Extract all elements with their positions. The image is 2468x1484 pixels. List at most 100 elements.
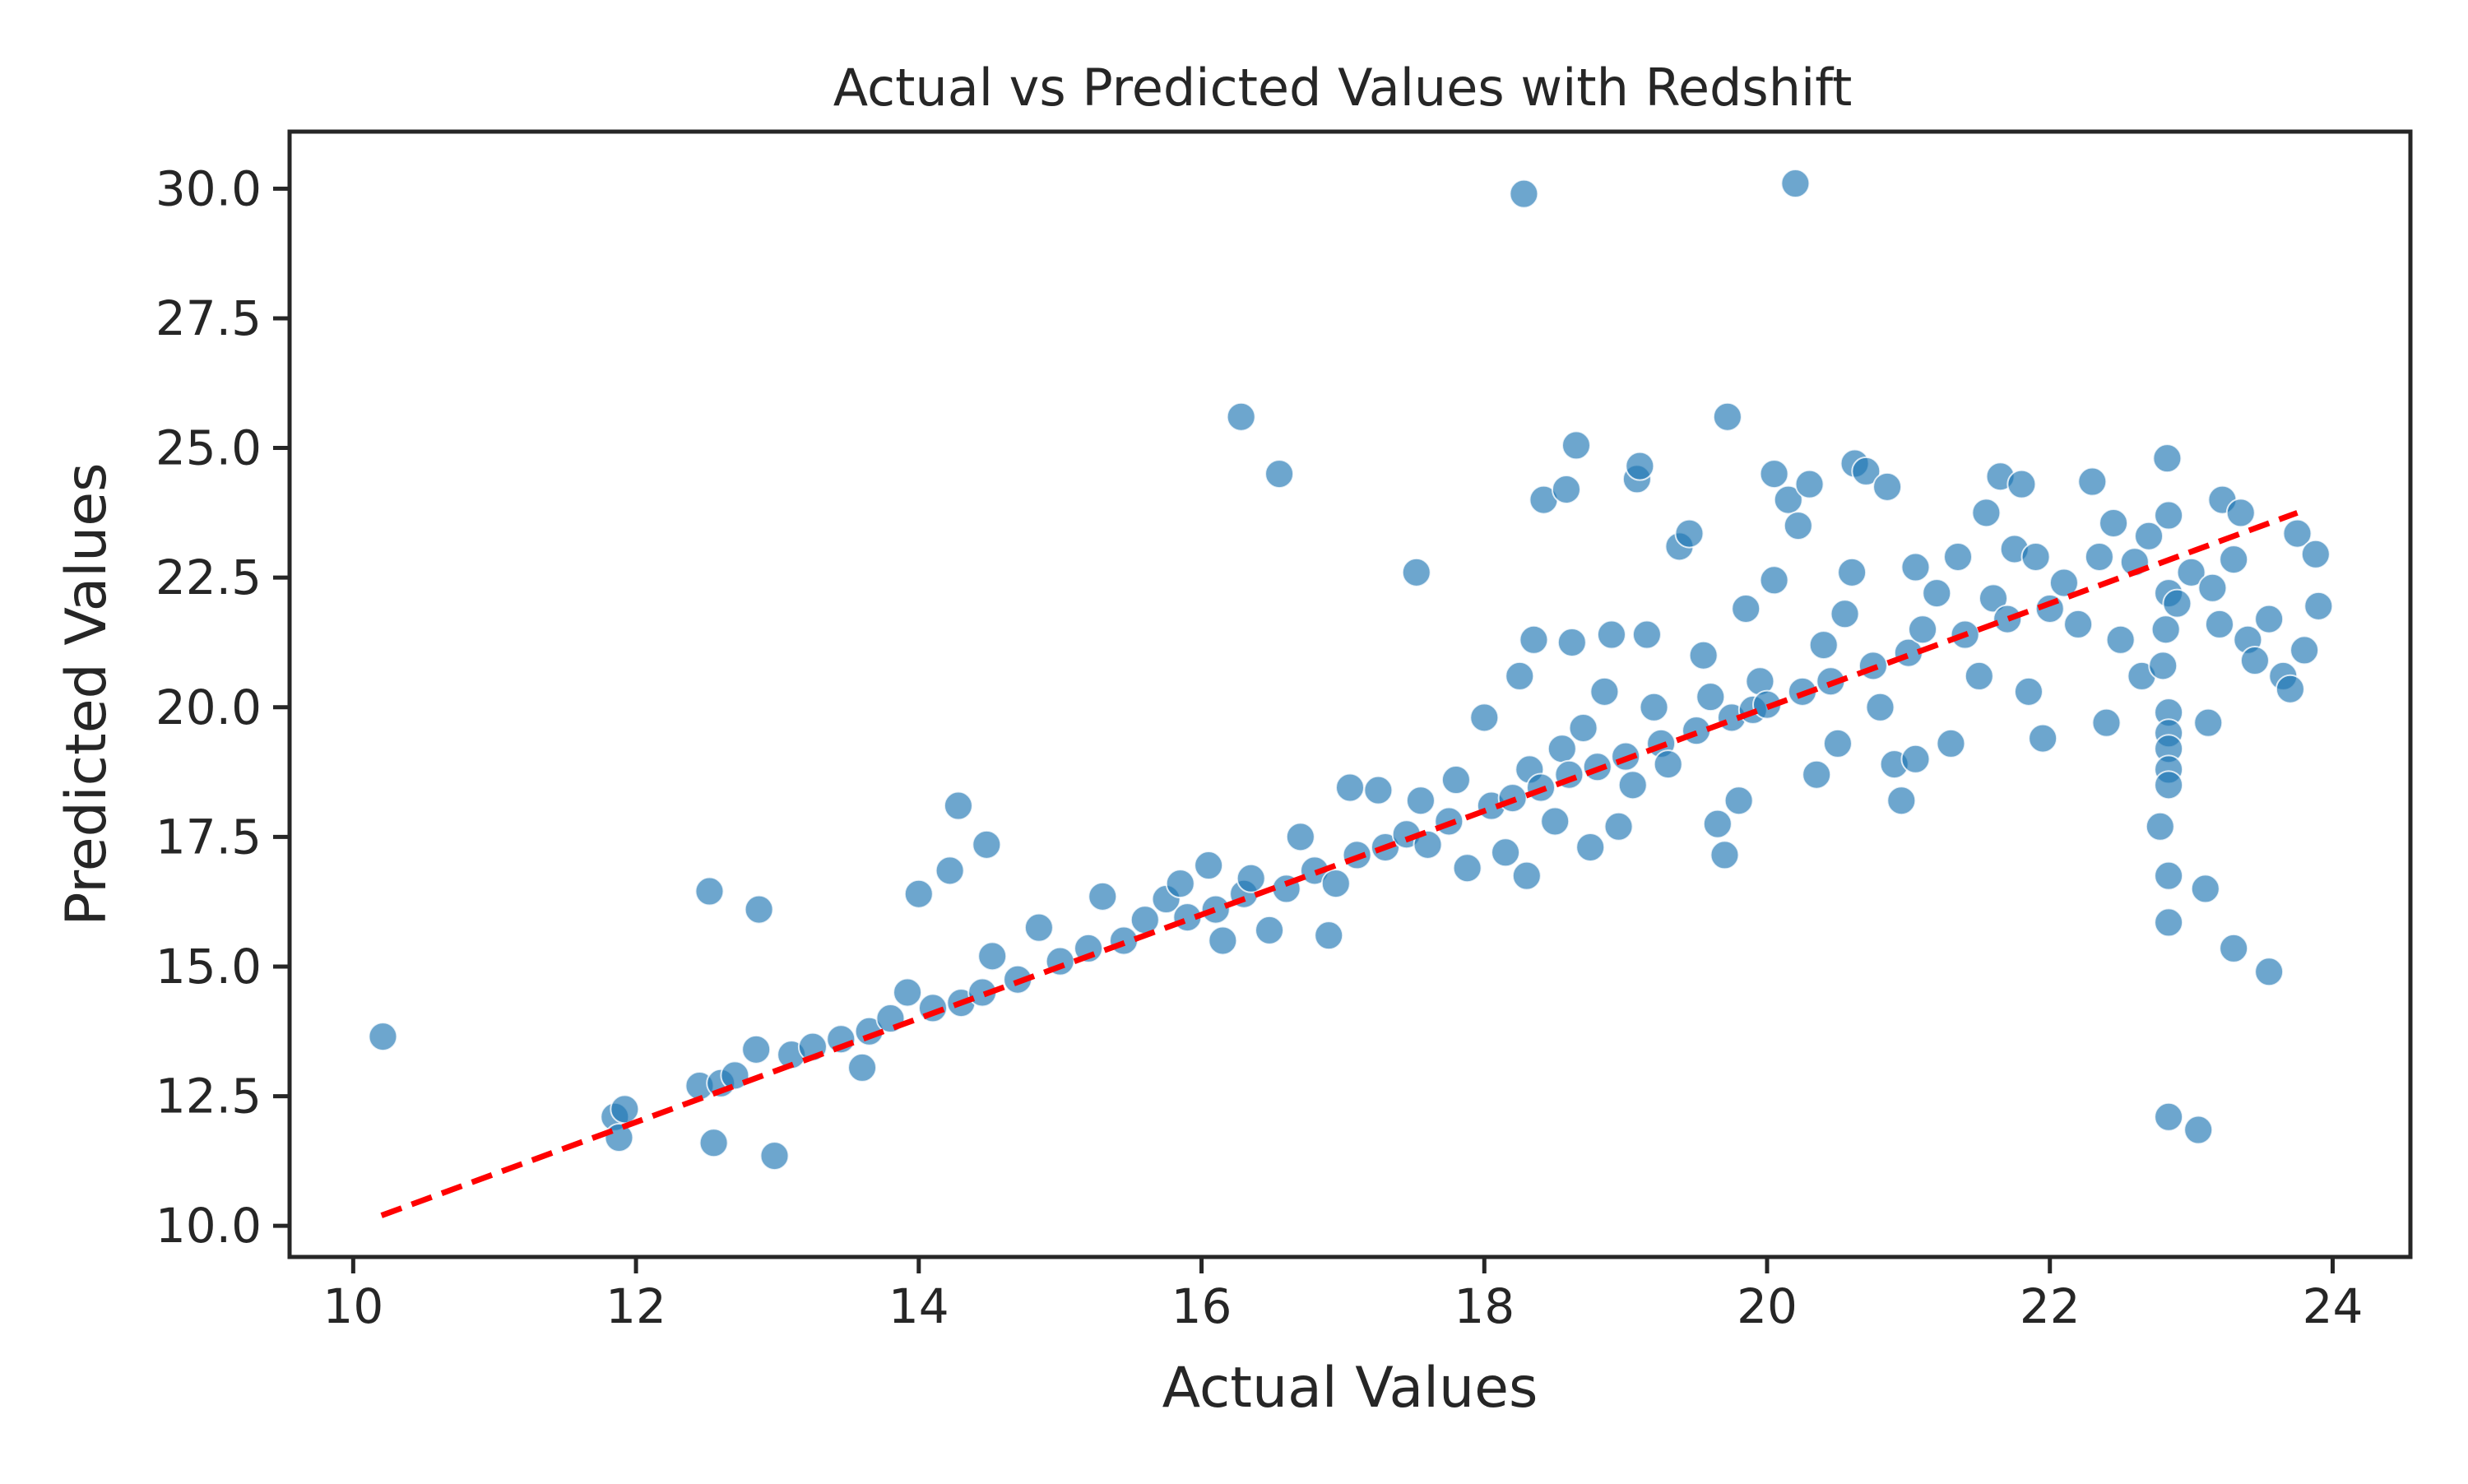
data-point [2006, 469, 2037, 499]
data-point [1440, 765, 1471, 795]
data-point [1971, 498, 2002, 528]
data-point [1865, 692, 1895, 722]
data-point [2239, 646, 2270, 676]
y-tick-label: 10.0 [155, 1198, 262, 1254]
data-point [1208, 925, 1238, 956]
data-point [1413, 829, 1443, 860]
x-tick-label: 20 [1737, 1278, 1798, 1334]
data-point [694, 876, 725, 907]
data-point [1575, 832, 1606, 862]
data-point [1872, 471, 1903, 502]
data-point [1236, 863, 1266, 893]
data-point [2219, 933, 2249, 963]
data-point [1702, 809, 1733, 839]
data-point [2154, 860, 2184, 891]
data-point [744, 894, 774, 925]
data-point [2077, 466, 2108, 497]
data-point [1731, 593, 1761, 624]
data-point [1264, 459, 1295, 489]
data-point [1688, 640, 1719, 670]
data-point [1194, 851, 1224, 881]
data-point [2020, 541, 2051, 572]
data-point [1943, 541, 1974, 572]
data-point [903, 879, 934, 909]
data-point [1314, 921, 1344, 951]
data-point [2162, 588, 2192, 619]
data-point [2303, 591, 2334, 621]
data-point [1547, 734, 1577, 764]
x-tick-label: 22 [2020, 1278, 2081, 1334]
data-point [1401, 557, 1431, 587]
data-point [1783, 511, 1813, 541]
data-point [893, 977, 923, 1008]
data-point [1773, 485, 1803, 515]
x-tick-label: 16 [1171, 1278, 1232, 1334]
data-point [1320, 869, 1351, 899]
data-point [2150, 614, 2181, 645]
data-point [2148, 651, 2178, 681]
data-point [1674, 518, 1705, 549]
data-point [741, 1034, 772, 1064]
data-point [1405, 786, 1436, 816]
data-point [1165, 869, 1195, 899]
x-tick-label: 18 [1454, 1278, 1515, 1334]
data-point [943, 791, 973, 821]
data-point [2154, 907, 2184, 938]
data-point [2028, 723, 2058, 754]
data-point [1551, 474, 1581, 504]
data-point [1596, 619, 1626, 650]
data-point [2219, 545, 2249, 575]
data-point [1561, 430, 1591, 461]
data-point [1452, 853, 1482, 883]
data-point [1808, 630, 1839, 661]
data-point [2013, 676, 2044, 707]
data-point [2254, 957, 2285, 987]
y-tick-label: 22.5 [155, 550, 262, 605]
data-point [1759, 565, 1789, 596]
data-point [1519, 624, 1549, 655]
data-point [2154, 1101, 2184, 1132]
data-point [1509, 179, 1539, 209]
y-tick-label: 20.0 [155, 679, 262, 735]
y-tick-label: 12.5 [155, 1069, 262, 1125]
data-point [2154, 770, 2184, 800]
data-point [1631, 619, 1662, 650]
data-point [720, 1060, 750, 1091]
data-point [935, 856, 965, 886]
data-point [972, 829, 1002, 860]
data-point [604, 1123, 634, 1153]
y-tick-label: 27.5 [155, 290, 262, 346]
data-point [1759, 459, 1789, 489]
data-point [1617, 770, 1648, 800]
data-point [1830, 599, 1860, 629]
data-point [1794, 469, 1825, 499]
x-axis-label: Actual Values [1162, 1356, 1538, 1421]
data-point [2275, 674, 2305, 704]
data-point [2254, 604, 2285, 634]
data-point [2225, 498, 2256, 528]
data-point [1922, 578, 1952, 609]
x-tick-label: 14 [888, 1278, 949, 1334]
data-point [2204, 609, 2234, 639]
data-point [1255, 915, 1285, 945]
data-point [1780, 169, 1811, 199]
data-point [1696, 682, 1726, 712]
data-point [1088, 881, 1118, 911]
data-point [1200, 894, 1231, 925]
data-point [2063, 609, 2094, 639]
data-point [1851, 456, 1881, 486]
data-point [1992, 604, 2023, 634]
data-point [1822, 728, 1853, 758]
data-point [1837, 557, 1867, 587]
y-tick-label: 30.0 [155, 160, 262, 216]
data-point [1886, 786, 1917, 816]
data-point [1908, 614, 1938, 645]
data-point [1074, 933, 1104, 963]
data-point [2176, 557, 2206, 587]
data-point [2091, 707, 2122, 738]
data-point [1625, 451, 1655, 481]
data-point [1511, 860, 1542, 891]
data-point [2084, 541, 2114, 572]
points-layer [368, 169, 2334, 1171]
